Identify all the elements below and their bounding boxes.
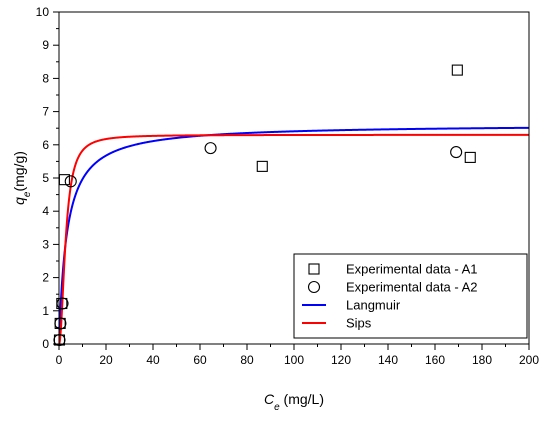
x-tick-label: 60 xyxy=(193,353,207,367)
y-tick-label: 5 xyxy=(42,171,49,185)
data-point-circle xyxy=(450,146,463,159)
legend-label: Experimental data - A1 xyxy=(346,262,478,277)
axes: 0 20 40 60 80 100 120 140 160 180 200 0 1 2 3 4 5 6 7 8 9 10 C… xyxy=(11,5,539,413)
y-tick-label: 3 xyxy=(42,237,49,251)
y-tick-label: 8 xyxy=(42,71,49,85)
x-tick-label: 80 xyxy=(240,353,254,367)
x-tick-label: 140 xyxy=(378,353,398,367)
y-tick-label: 1 xyxy=(42,304,49,318)
legend-marker-square xyxy=(308,263,320,275)
x-tick-label: 200 xyxy=(519,353,539,367)
data-point-square xyxy=(451,64,463,76)
data-point-circle xyxy=(64,175,77,188)
x-tick-label: 120 xyxy=(331,353,351,367)
legend-label: Sips xyxy=(346,316,372,331)
y-tick-label: 4 xyxy=(42,204,49,218)
x-tick-label: 20 xyxy=(99,353,113,367)
legend-box xyxy=(293,253,528,339)
legend-marker-circle xyxy=(307,280,321,294)
data-point-square xyxy=(256,160,268,172)
legend-label: Experimental data - A2 xyxy=(346,280,478,295)
data-point-circle xyxy=(54,317,67,330)
x-tick-label: 0 xyxy=(56,353,63,367)
series-line-langmuir xyxy=(59,126,529,344)
data-point-circle xyxy=(56,297,69,310)
x-tick-label: 180 xyxy=(472,353,492,367)
legend: Experimental data - A1 Experimental data … xyxy=(293,253,528,339)
x-tick-label: 100 xyxy=(284,353,304,367)
x-tick-label: 40 xyxy=(146,353,160,367)
legend-label: Langmuir xyxy=(346,298,401,313)
y-tick-label: 10 xyxy=(36,5,50,19)
x-axis-title: Ce (mg/L) xyxy=(264,391,324,413)
data-point-square xyxy=(464,151,476,163)
y-tick-label: 9 xyxy=(42,38,49,52)
y-axis-title: qe(mg/g) xyxy=(11,151,33,205)
series-line-sips xyxy=(59,133,529,344)
y-tick-label: 0 xyxy=(42,337,49,351)
y-tick-label: 6 xyxy=(42,138,49,152)
y-tick-label: 7 xyxy=(42,105,49,119)
x-tick-label: 160 xyxy=(425,353,445,367)
y-tick-label: 2 xyxy=(42,271,49,285)
data-point-circle xyxy=(204,142,217,155)
